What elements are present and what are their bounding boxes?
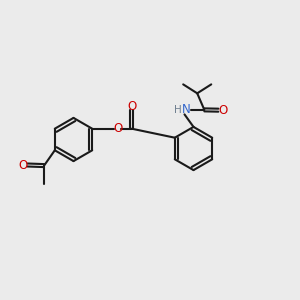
Text: O: O <box>127 100 136 112</box>
Text: N: N <box>182 103 190 116</box>
Text: O: O <box>113 122 122 135</box>
Text: O: O <box>219 104 228 117</box>
Text: H: H <box>174 105 182 115</box>
Text: O: O <box>18 158 28 172</box>
